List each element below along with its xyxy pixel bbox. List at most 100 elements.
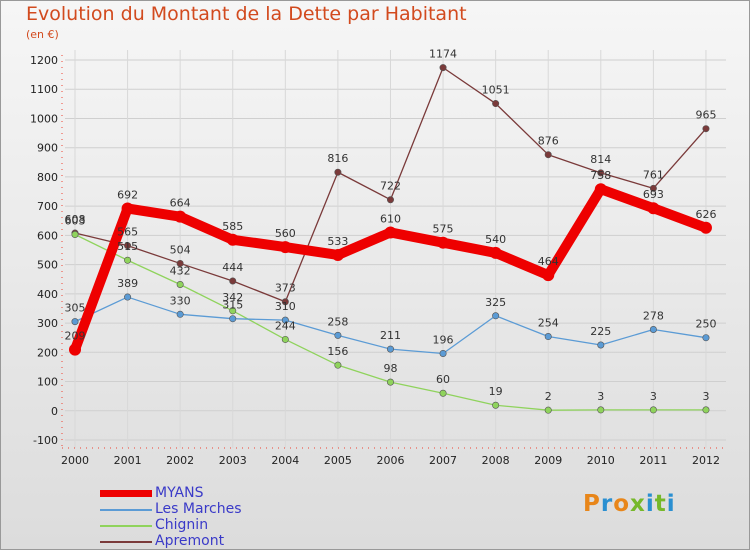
data-label-chignin: 342 xyxy=(222,291,243,304)
x-tick-label: 2008 xyxy=(482,454,510,467)
data-label-apremont: 1174 xyxy=(429,48,457,61)
legend-label: Les Marches xyxy=(155,501,242,517)
data-label-les-marches: 330 xyxy=(170,294,191,307)
data-label-chignin: 60 xyxy=(436,373,450,386)
x-tick-label: 2004 xyxy=(271,454,299,467)
data-label-chignin: 3 xyxy=(597,390,604,403)
data-label-myans: 610 xyxy=(380,212,401,225)
data-point-chignin xyxy=(71,231,79,239)
data-point-apremont xyxy=(492,100,500,108)
data-point-les-marches xyxy=(492,312,500,320)
data-label-les-marches: 258 xyxy=(327,315,348,328)
data-point-chignin xyxy=(492,401,500,409)
data-label-myans: 533 xyxy=(327,235,348,248)
data-label-apremont: 722 xyxy=(380,180,401,193)
data-label-les-marches: 225 xyxy=(590,325,611,338)
data-point-les-marches xyxy=(544,333,552,341)
legend-label: Chignin xyxy=(155,517,209,533)
y-tick-label: 600 xyxy=(37,229,58,242)
data-point-myans xyxy=(489,246,502,259)
data-point-apremont xyxy=(176,259,184,267)
y-tick-label: 900 xyxy=(37,142,58,155)
data-point-myans xyxy=(121,202,134,215)
data-label-myans: 464 xyxy=(538,255,559,268)
chart-unit: (en €) xyxy=(26,28,59,41)
data-point-myans xyxy=(384,226,397,239)
data-label-apremont: 504 xyxy=(170,243,191,256)
data-point-chignin xyxy=(176,280,184,288)
data-point-les-marches xyxy=(281,316,289,324)
data-label-apremont: 876 xyxy=(538,135,559,148)
data-point-les-marches xyxy=(597,341,605,349)
legend-label: Apremont xyxy=(155,533,225,549)
data-point-les-marches xyxy=(124,293,132,301)
logo-letter: P xyxy=(583,491,601,517)
data-label-apremont: 444 xyxy=(222,261,243,274)
y-tick-label: 800 xyxy=(37,171,58,184)
data-point-chignin xyxy=(229,307,237,315)
data-point-les-marches xyxy=(176,310,184,318)
data-label-myans: 209 xyxy=(65,330,86,343)
data-label-myans: 575 xyxy=(433,223,454,236)
data-label-les-marches: 305 xyxy=(65,302,86,315)
logo-letter: o xyxy=(613,491,631,517)
data-label-les-marches: 250 xyxy=(695,318,716,331)
data-point-apremont xyxy=(649,184,657,192)
data-label-les-marches: 196 xyxy=(433,333,454,346)
data-label-les-marches: 389 xyxy=(117,277,138,290)
data-point-apremont xyxy=(281,298,289,306)
legend-swatch xyxy=(100,509,152,511)
data-point-apremont xyxy=(334,168,342,176)
data-point-chignin xyxy=(334,361,342,369)
x-tick-label: 2006 xyxy=(376,454,404,467)
proxiti-logo: Proxiti xyxy=(583,491,676,517)
data-label-apremont: 816 xyxy=(327,152,348,165)
data-label-les-marches: 310 xyxy=(275,300,296,313)
data-point-chignin xyxy=(702,406,710,414)
legend-swatch xyxy=(100,490,152,497)
y-tick-label: 400 xyxy=(37,288,58,301)
data-label-myans: 758 xyxy=(590,169,611,182)
data-point-apremont xyxy=(702,125,710,133)
data-label-chignin: 515 xyxy=(117,240,138,253)
x-tick-label: 2005 xyxy=(324,454,352,467)
data-point-myans xyxy=(647,202,660,215)
data-label-myans: 560 xyxy=(275,227,296,240)
data-point-apremont xyxy=(124,242,132,250)
y-tick-label: 500 xyxy=(37,259,58,272)
data-point-apremont xyxy=(439,64,447,72)
x-tick-label: 2010 xyxy=(587,454,615,467)
data-point-les-marches xyxy=(649,326,657,334)
data-label-myans: 585 xyxy=(222,220,243,233)
data-label-les-marches: 315 xyxy=(222,299,243,312)
x-tick-label: 2003 xyxy=(219,454,247,467)
data-label-chignin: 19 xyxy=(489,385,503,398)
x-tick-label: 2012 xyxy=(692,454,720,467)
data-point-les-marches xyxy=(439,349,447,357)
data-point-myans xyxy=(437,236,450,249)
data-point-chignin xyxy=(281,335,289,343)
data-point-myans xyxy=(594,183,607,196)
y-tick-label: 1000 xyxy=(30,112,58,125)
data-point-chignin xyxy=(544,406,552,414)
data-point-apremont xyxy=(597,169,605,177)
data-label-myans: 664 xyxy=(170,197,191,210)
data-label-apremont: 814 xyxy=(590,153,611,166)
data-label-les-marches: 325 xyxy=(485,296,506,309)
x-tick-label: 2009 xyxy=(534,454,562,467)
legend-swatch xyxy=(100,525,152,527)
data-point-myans xyxy=(174,210,187,223)
y-tick-label: 1100 xyxy=(30,83,58,96)
data-point-chignin xyxy=(124,256,132,264)
y-tick-label: 700 xyxy=(37,200,58,213)
x-tick-label: 2007 xyxy=(429,454,457,467)
x-tick-label: 2001 xyxy=(114,454,142,467)
y-tick-label: 200 xyxy=(37,346,58,359)
legend-swatch xyxy=(100,541,152,543)
data-label-chignin: 156 xyxy=(327,345,348,358)
data-point-myans xyxy=(331,248,344,261)
data-label-apremont: 608 xyxy=(65,213,86,226)
data-point-les-marches xyxy=(229,315,237,323)
data-label-chignin: 603 xyxy=(65,215,86,228)
